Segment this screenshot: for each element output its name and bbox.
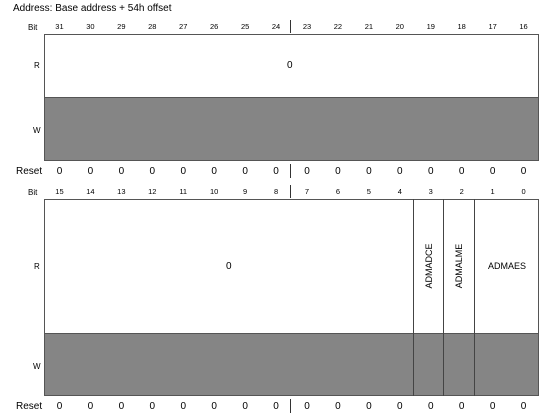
upper-reset-divider bbox=[290, 164, 291, 178]
bit-number: 17 bbox=[488, 22, 497, 31]
reset-value: 0 bbox=[489, 166, 496, 177]
reset-value: 0 bbox=[427, 401, 434, 412]
reset-value: 0 bbox=[366, 401, 372, 412]
write-label-lower: W bbox=[33, 362, 41, 371]
bit-number: 22 bbox=[333, 22, 343, 31]
reset-value: 0 bbox=[427, 166, 434, 177]
reset-value: 0 bbox=[273, 401, 279, 412]
bit-number: 28 bbox=[148, 22, 157, 31]
field-divider-admaes bbox=[474, 199, 475, 396]
reset-value: 0 bbox=[242, 401, 248, 412]
reset-value: 0 bbox=[520, 166, 527, 177]
reset-value: 0 bbox=[87, 401, 94, 412]
reset-value: 0 bbox=[118, 401, 125, 412]
reset-value: 0 bbox=[118, 166, 125, 177]
reset-value: 0 bbox=[397, 401, 403, 412]
bit-number: 14 bbox=[86, 187, 95, 196]
upper-byte-divider bbox=[290, 20, 291, 33]
read-label-upper: R bbox=[34, 61, 40, 70]
bit-number: 11 bbox=[179, 187, 188, 196]
bit-number: 0 bbox=[521, 187, 526, 196]
reset-value: 0 bbox=[180, 166, 186, 177]
upper-read-value: 0 bbox=[287, 60, 293, 71]
bit-number: 8 bbox=[273, 187, 279, 196]
write-label-upper: W bbox=[33, 126, 41, 135]
bit-number: 23 bbox=[302, 22, 312, 31]
bit-number: 9 bbox=[243, 187, 248, 196]
reset-value: 0 bbox=[458, 401, 465, 412]
upper-write-row bbox=[44, 97, 539, 161]
bit-number: 7 bbox=[304, 187, 310, 196]
reset-value: 0 bbox=[520, 401, 527, 412]
reset-value: 0 bbox=[180, 401, 186, 412]
reset-value: 0 bbox=[211, 166, 217, 177]
bit-number: 18 bbox=[457, 22, 466, 31]
reset-value: 0 bbox=[149, 166, 156, 177]
reset-value: 0 bbox=[242, 166, 248, 177]
lower-write-row bbox=[44, 333, 539, 396]
field-admalme: ADMALME bbox=[454, 243, 464, 289]
bit-label-upper: Bit bbox=[28, 23, 38, 32]
bit-number: 2 bbox=[459, 187, 464, 196]
bit-number: 13 bbox=[117, 187, 126, 196]
reset-value: 0 bbox=[335, 401, 341, 412]
bit-number: 31 bbox=[55, 22, 64, 31]
reset-value: 0 bbox=[458, 166, 465, 177]
bit-number: 1 bbox=[490, 187, 495, 196]
bit-label-lower: Bit bbox=[28, 188, 38, 197]
lower-byte-divider bbox=[290, 185, 291, 198]
field-divider-admalme bbox=[443, 199, 444, 396]
reset-value: 0 bbox=[87, 166, 94, 177]
lower-reset-divider bbox=[290, 399, 291, 413]
field-admaes: ADMAES bbox=[487, 261, 526, 271]
bit-number: 20 bbox=[395, 22, 404, 31]
bit-number: 26 bbox=[209, 22, 219, 31]
lower-read-row bbox=[44, 199, 539, 334]
reset-value: 0 bbox=[56, 401, 63, 412]
bit-number: 10 bbox=[209, 187, 219, 196]
reset-value: 0 bbox=[273, 166, 279, 177]
reset-value: 0 bbox=[366, 166, 372, 177]
bit-number: 16 bbox=[519, 22, 528, 31]
bit-number: 6 bbox=[335, 187, 340, 196]
read-label-lower: R bbox=[34, 262, 40, 271]
bit-number: 19 bbox=[426, 22, 435, 31]
bit-number: 29 bbox=[117, 22, 126, 31]
reset-value: 0 bbox=[304, 166, 310, 177]
bit-number: 30 bbox=[86, 22, 95, 31]
bit-number: 27 bbox=[179, 22, 188, 31]
bit-number: 25 bbox=[240, 22, 250, 31]
bit-number: 12 bbox=[148, 187, 157, 196]
reset-value: 0 bbox=[335, 166, 341, 177]
reset-value: 0 bbox=[489, 401, 496, 412]
reset-value: 0 bbox=[211, 401, 217, 412]
reset-value: 0 bbox=[397, 166, 403, 177]
lower-read-value: 0 bbox=[226, 261, 232, 272]
address-label: Address: Base address + 54h offset bbox=[13, 3, 172, 14]
bit-number: 3 bbox=[428, 187, 433, 196]
bit-number: 5 bbox=[366, 187, 371, 196]
reset-label-lower: Reset bbox=[16, 401, 43, 412]
bit-number: 4 bbox=[397, 187, 402, 196]
bit-number: 15 bbox=[55, 187, 64, 196]
bit-number: 24 bbox=[271, 22, 281, 31]
reset-value: 0 bbox=[56, 166, 63, 177]
reset-value: 0 bbox=[304, 401, 310, 412]
field-admadce: ADMADCE bbox=[424, 243, 434, 289]
field-divider-admadce bbox=[413, 199, 414, 396]
bit-number: 21 bbox=[364, 22, 374, 31]
reset-label-upper: Reset bbox=[16, 166, 43, 177]
reset-value: 0 bbox=[149, 401, 156, 412]
